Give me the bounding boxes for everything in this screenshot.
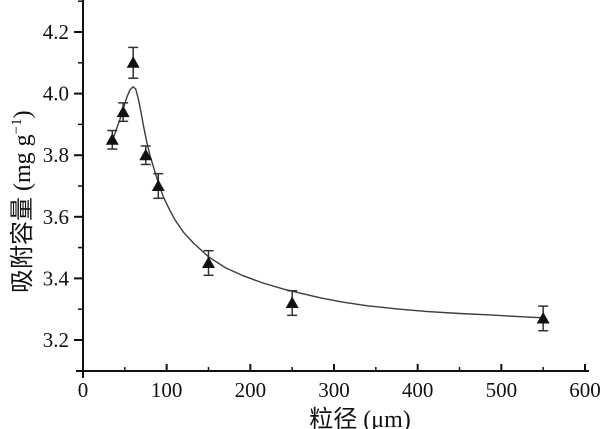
y-axis-title-close: ) xyxy=(10,110,36,119)
data-point-marker xyxy=(126,56,140,68)
y-tick-label: 3.2 xyxy=(43,328,69,352)
x-tick-label: 400 xyxy=(402,378,434,402)
y-tick-label: 4.0 xyxy=(43,82,69,106)
data-point-marker xyxy=(116,105,130,118)
data-point-marker xyxy=(105,133,119,145)
x-axis-title: 粒径 (μm) xyxy=(255,399,465,429)
x-tick-label: 100 xyxy=(151,378,183,402)
x-tick-label: 200 xyxy=(235,378,267,402)
data-point-marker xyxy=(202,256,215,268)
data-point-marker xyxy=(536,311,550,324)
x-tick-label: 500 xyxy=(486,378,518,402)
x-tick-label: 0 xyxy=(78,378,89,402)
y-tick-label: 3.4 xyxy=(43,266,70,290)
y-tick-label: 3.6 xyxy=(43,205,69,229)
data-point-marker xyxy=(151,179,165,191)
y-axis-title: 吸附容量 (mg g−1) xyxy=(2,110,37,293)
y-tick-label: 4.2 xyxy=(43,20,69,44)
y-axis-title-superscript: −1 xyxy=(9,118,25,135)
data-point-marker xyxy=(285,296,299,309)
fit-curve xyxy=(111,86,544,319)
x-axis-title-text: 粒径 (μm) xyxy=(309,407,411,429)
x-tick-label: 600 xyxy=(569,378,600,402)
y-axis-title-text: 吸附容量 (mg g xyxy=(10,134,36,293)
y-tick-label: 3.8 xyxy=(43,143,69,167)
x-tick-label: 300 xyxy=(318,378,350,402)
data-point-marker xyxy=(139,148,153,161)
